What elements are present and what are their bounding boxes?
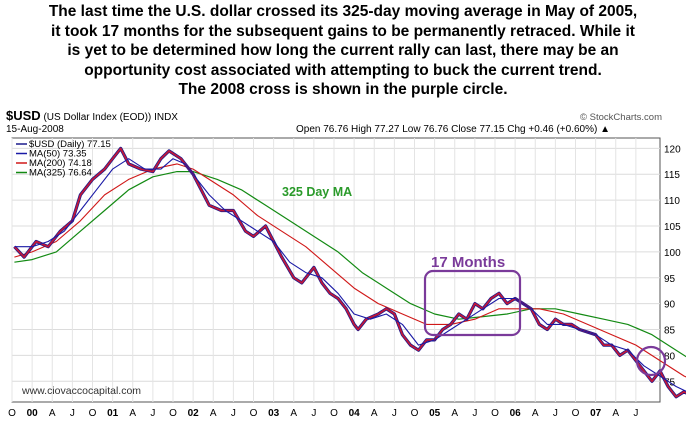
ma200-line xyxy=(14,163,686,378)
x-tick-label: A xyxy=(612,408,619,419)
caption-line: The 2008 cross is shown in the purple ci… xyxy=(178,81,508,98)
x-tick-label: J xyxy=(70,408,75,419)
grid xyxy=(11,138,660,402)
ma325-label: 325 Day MA xyxy=(282,185,352,199)
y-tick-label: 95 xyxy=(664,274,676,285)
months-label: 17 Months xyxy=(431,254,505,271)
y-tick-label: 120 xyxy=(664,144,681,155)
highlight-box xyxy=(423,269,522,337)
x-tick-label: A xyxy=(290,408,297,419)
ma50-line xyxy=(14,158,686,392)
caption-line: The last time the U.S. dollar crossed it… xyxy=(48,3,638,20)
y-tick-label: 105 xyxy=(664,222,681,233)
x-tick-label: A xyxy=(49,408,56,419)
caption-line: opportunity cost associated with attempt… xyxy=(84,61,602,79)
index-name: (US Dollar Index (EOD)) xyxy=(43,112,152,123)
x-tick-label: O xyxy=(572,408,580,419)
x-tick-label: J xyxy=(150,408,155,419)
legend-label: MA(50) 73.35 xyxy=(29,149,87,160)
x-tick-label: J xyxy=(553,408,558,419)
x-axis: O 00 A J O 01 A J O 02 A J O 03 A J O 04 A J O 05 A J O 06 A J O 07 A J xyxy=(8,408,638,419)
y-tick-label: 110 xyxy=(664,196,680,207)
y-tick-label: 90 xyxy=(664,300,676,311)
y-tick-label: 115 xyxy=(664,170,680,181)
stockcharts-credit: © StockCharts.com xyxy=(580,112,662,123)
ma325-line xyxy=(14,171,686,358)
x-tick-label: 00 xyxy=(27,408,39,419)
x-tick-label: J xyxy=(633,408,638,419)
y-tick-label: 85 xyxy=(664,326,676,337)
y-tick-label: 100 xyxy=(664,248,681,259)
x-tick-label: J xyxy=(231,408,236,419)
caption-line: it took 17 months for the subsequent gai… xyxy=(51,22,635,40)
x-tick-label: 03 xyxy=(268,408,280,419)
x-tick-label: A xyxy=(532,408,539,419)
exchange: INDX xyxy=(154,112,178,123)
x-tick-label: O xyxy=(411,408,419,419)
x-tick-label: A xyxy=(129,408,136,419)
x-tick-label: J xyxy=(472,408,477,419)
x-tick-label: A xyxy=(210,408,217,419)
quote-summary: Open 76.76 High 77.27 Low 76.76 Close 77… xyxy=(296,124,610,135)
legend-label: MA(325) 76.64 xyxy=(29,168,92,179)
legend-label: MA(200) 74.18 xyxy=(29,158,92,169)
x-tick-label: 07 xyxy=(590,408,602,419)
x-tick-label: O xyxy=(250,408,258,419)
x-tick-label: J xyxy=(311,408,316,419)
y-tick-label: 80 xyxy=(664,351,676,362)
x-tick-label: O xyxy=(491,408,499,419)
legend-label: $USD (Daily) 77.15 xyxy=(29,139,111,150)
x-tick-label: 04 xyxy=(349,408,361,419)
x-tick-label: O xyxy=(8,408,16,419)
chart-symbol-header: $USD (US Dollar Index (EOD)) INDX xyxy=(6,108,178,123)
x-tick-label: O xyxy=(169,408,177,419)
x-tick-label: A xyxy=(371,408,378,419)
x-tick-label: 06 xyxy=(510,408,522,419)
x-tick-label: 01 xyxy=(107,408,119,419)
x-tick-label: 02 xyxy=(188,408,200,419)
cross-circle xyxy=(635,345,667,377)
x-tick-label: O xyxy=(89,408,97,419)
caption-line: is yet to be determined how long the cur… xyxy=(67,42,619,59)
watermark: www.ciovaccocapital.com xyxy=(21,385,141,397)
plot-area xyxy=(11,137,661,403)
chart-date: 15-Aug-2008 xyxy=(6,124,64,135)
x-tick-label: 05 xyxy=(429,408,441,419)
series-lines xyxy=(13,146,686,399)
x-tick-label: O xyxy=(330,408,338,419)
chart-caption: The last time the U.S. dollar crossed it… xyxy=(0,2,686,100)
price-line xyxy=(13,147,686,398)
symbol: $USD xyxy=(6,108,41,123)
x-tick-label: A xyxy=(451,408,458,419)
x-tick-label: J xyxy=(392,408,397,419)
